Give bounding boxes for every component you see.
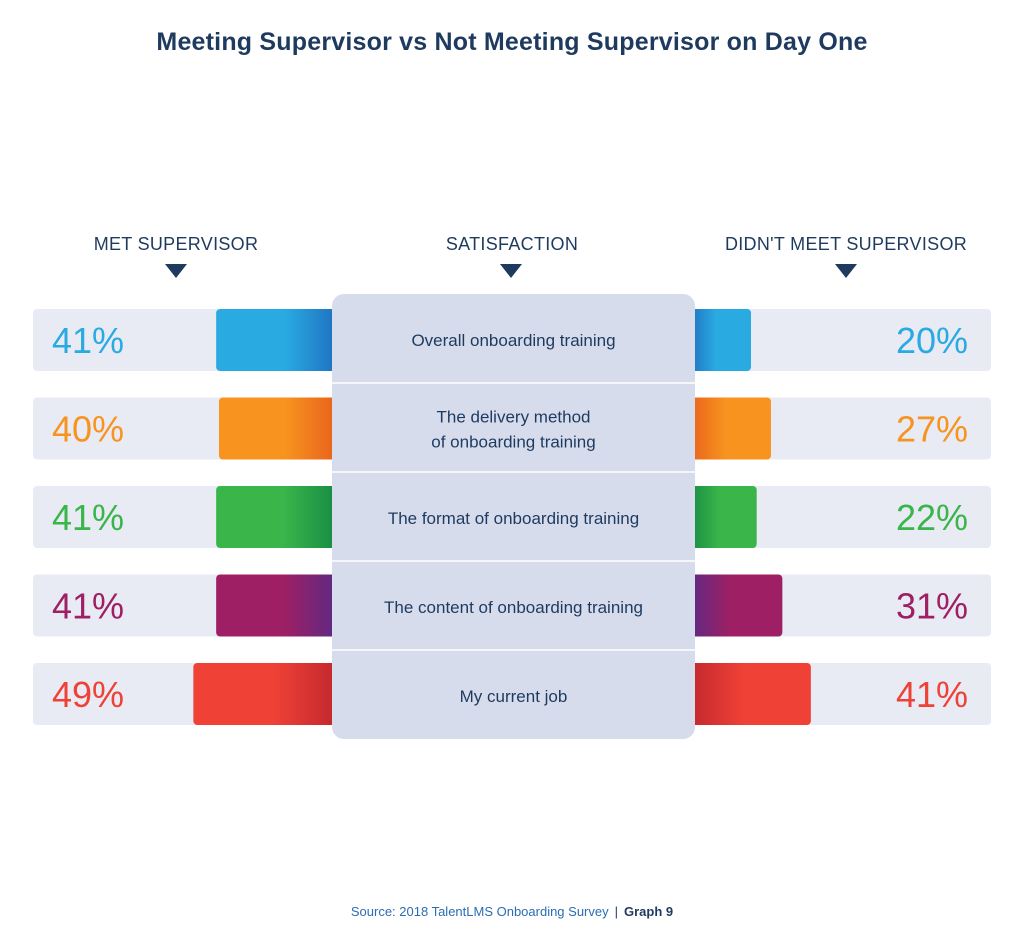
- header-didnt-meet-supervisor: DIDN'T MEET SUPERVISOR: [724, 234, 968, 254]
- category-label: The content of onboarding training: [384, 598, 643, 617]
- value-label-didnt-meet: 31%: [896, 586, 968, 627]
- bar-met-supervisor: [193, 663, 339, 725]
- header-satisfaction: SATISFACTION: [445, 234, 579, 254]
- bar-met-supervisor: [216, 309, 339, 371]
- bar-didnt-meet-supervisor: [688, 574, 783, 637]
- source-text: Source: 2018 TalentLMS Onboarding Survey: [350, 904, 609, 919]
- source-note: Source: 2018 TalentLMS Onboarding Survey…: [0, 904, 1024, 919]
- value-label-met: 41%: [52, 497, 124, 538]
- source-separator: |: [614, 904, 619, 919]
- header-met-supervisor: MET SUPERVISOR: [93, 234, 259, 254]
- value-label-didnt-meet: 41%: [896, 674, 968, 715]
- value-label-didnt-meet: 20%: [896, 320, 968, 361]
- row-background-right: [694, 486, 991, 548]
- category-label: My current job: [460, 687, 568, 706]
- value-label-met: 49%: [52, 674, 124, 715]
- bar-didnt-meet-supervisor: [688, 397, 771, 460]
- row-background-right: [694, 309, 991, 371]
- category-label: of onboarding training: [431, 433, 595, 452]
- graph-number: Graph 9: [624, 904, 674, 919]
- bar-met-supervisor: [219, 397, 339, 460]
- arrow-down-icon: [165, 264, 187, 278]
- satisfaction-panel: [332, 294, 695, 739]
- category-label: The delivery method: [436, 408, 590, 427]
- bar-didnt-meet-supervisor: [688, 663, 811, 725]
- bar-didnt-meet-supervisor: [688, 486, 757, 548]
- value-label-met: 41%: [52, 320, 124, 361]
- arrow-down-icon: [835, 264, 857, 278]
- arrow-down-icon: [500, 264, 522, 278]
- bar-met-supervisor: [216, 574, 339, 637]
- bar-didnt-meet-supervisor: [688, 309, 751, 371]
- category-label: Overall onboarding training: [411, 331, 615, 350]
- value-label-didnt-meet: 27%: [896, 409, 968, 450]
- value-label-met: 41%: [52, 586, 124, 627]
- value-label-didnt-meet: 22%: [896, 497, 968, 538]
- value-label-met: 40%: [52, 409, 124, 450]
- category-label: The format of onboarding training: [388, 509, 639, 528]
- chart-title: Meeting Supervisor vs Not Meeting Superv…: [156, 28, 868, 56]
- bar-met-supervisor: [216, 486, 339, 548]
